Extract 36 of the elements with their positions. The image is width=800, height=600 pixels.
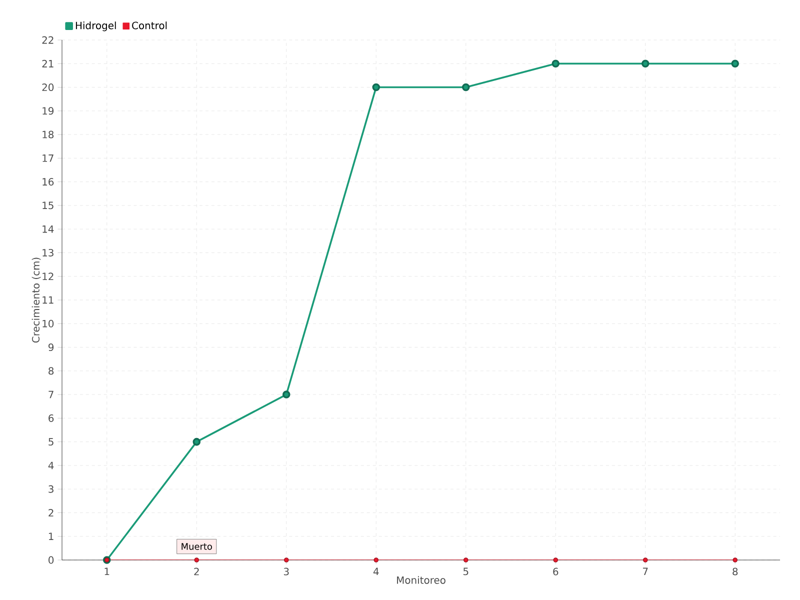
y-tick-label: 4 [48,462,54,470]
x-tick-label: 6 [553,568,558,576]
y-tick-label: 14 [42,225,54,233]
y-tick-label: 13 [42,248,54,256]
legend-label: Hidrogel [76,22,116,32]
y-tick-label: 18 [42,130,54,138]
y-tick-label: 17 [42,154,54,162]
y-tick-label: 0 [48,556,54,564]
y-tick-label: 15 [42,202,54,210]
x-axis-title: Monitoreo [397,576,446,584]
y-tick-label: 8 [48,367,54,375]
y-tick-label: 7 [48,390,54,398]
y-tick-label: 6 [48,414,54,422]
y-tick-label: 21 [42,60,54,68]
y-tick-label: 20 [42,83,54,92]
x-tick-label: 2 [194,568,199,576]
y-tick-label: 10 [42,320,54,328]
y-tick-label: 3 [48,485,54,493]
y-tick-label: 1 [48,532,54,540]
annotation: Muerto [182,543,212,550]
y-axis-title: Crecimiento (cm) [32,258,41,343]
y-tick-label: 2 [48,509,54,516]
y-tick-label: 19 [42,107,54,115]
x-tick-label: 8 [732,568,738,576]
y-tick-label: 22 [42,36,54,44]
y-tick-label: 5 [48,438,54,446]
y-tick-label: 12 [42,272,54,280]
y-tick-label: 9 [48,343,54,352]
x-tick-label: 5 [463,568,468,576]
y-tick-label: 16 [42,178,54,186]
x-tick-label: 7 [643,568,648,576]
y-tick-label: 11 [42,296,54,304]
legend-label: Control [132,22,167,30]
x-tick-label: 4 [373,568,379,576]
x-tick-label: 3 [284,568,289,576]
x-tick-label: 1 [104,568,110,576]
